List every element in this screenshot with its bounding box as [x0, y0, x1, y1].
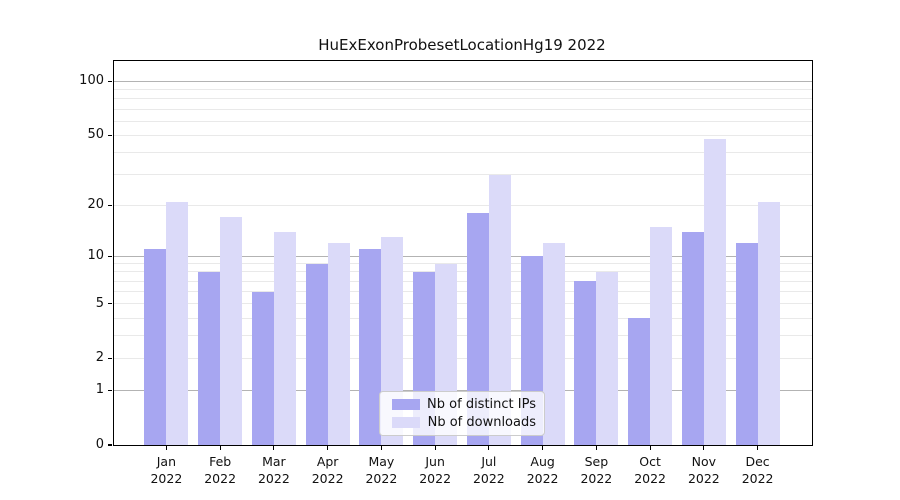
bar-ips-may	[359, 249, 382, 445]
gridline-minor	[114, 120, 812, 122]
y-tick-label: 1	[95, 382, 104, 398]
x-tick	[595, 446, 597, 450]
x-tick-label: Oct 2022	[634, 454, 666, 486]
gridline-minor	[114, 204, 812, 206]
x-tick	[703, 446, 705, 450]
y-tick	[107, 357, 112, 360]
legend: Nb of distinct IPs Nb of downloads	[379, 391, 545, 436]
x-tick-label: Jan 2022	[150, 454, 183, 486]
x-tick-label: Apr 2022	[311, 454, 344, 486]
y-tick-label: 2	[95, 350, 104, 366]
x-tick-label: Aug 2022	[526, 454, 559, 486]
x-tick	[380, 446, 382, 450]
bar-ips-jul	[466, 213, 489, 445]
gridline-minor	[114, 263, 812, 265]
gridline-minor	[114, 335, 812, 337]
gridline-minor	[114, 108, 812, 110]
bar-downloads-dec	[757, 201, 780, 445]
legend-label-distinct-ips: Nb of distinct IPs	[427, 397, 536, 412]
y-tick	[107, 80, 112, 83]
gridline-major	[114, 255, 812, 257]
bar-ips-apr	[305, 263, 328, 445]
x-tick-label: Feb 2022	[204, 454, 237, 486]
gridline-minor	[114, 89, 812, 91]
y-tick-label: 0	[95, 437, 104, 452]
gridline-minor	[114, 291, 812, 293]
gridline-minor	[114, 98, 812, 100]
x-tick	[219, 446, 221, 450]
gridline-major	[114, 80, 812, 82]
bar-downloads-mar	[273, 231, 296, 445]
gridline-minor	[114, 317, 812, 319]
bar-ips-nov	[681, 231, 704, 445]
y-tick-label: 5	[95, 295, 104, 311]
x-tick	[542, 446, 544, 450]
legend-swatch-distinct-ips	[392, 399, 420, 410]
x-tick-label: Mar 2022	[257, 454, 290, 486]
bar-downloads-feb	[220, 217, 243, 445]
legend-swatch-downloads	[392, 417, 420, 428]
bar-downloads-apr	[327, 243, 350, 445]
legend-row-downloads: Nb of downloads	[388, 415, 536, 430]
chart-title: HuExExonProbesetLocationHg19 2022	[318, 36, 606, 54]
x-tick-label: Dec 2022	[741, 454, 774, 486]
legend-label-downloads: Nb of downloads	[427, 415, 536, 430]
plot-area: 0 1 2 5 10 20 50 100 Jan 2022 Feb 2022 Mar 2022 Apr…	[79, 60, 813, 486]
y-tick-label: 20	[87, 197, 104, 213]
y-tick	[107, 389, 112, 391]
x-tick-label: May 2022	[365, 454, 398, 486]
bar-downloads-aug	[542, 243, 565, 445]
gridline-minor	[114, 303, 812, 305]
bar-layer	[114, 61, 812, 445]
bar-downloads-jan	[166, 201, 189, 445]
x-tick-label: Jul 2022	[472, 454, 505, 486]
bar-ips-mar	[251, 291, 274, 445]
gridline-minor	[114, 134, 812, 136]
x-tick	[756, 446, 759, 450]
y-tick	[107, 255, 112, 257]
x-tick	[649, 446, 651, 450]
bar-downloads-nov	[703, 138, 726, 445]
bar-ips-oct	[628, 318, 651, 445]
x-tick	[273, 446, 275, 450]
x-tick-label: Sep 2022	[580, 454, 613, 486]
x-tick-label: Nov 2022	[687, 454, 720, 486]
gridline-minor	[114, 357, 812, 359]
gridline-major	[114, 389, 812, 391]
bar-ips-sep	[574, 281, 597, 445]
gridline-minor	[114, 271, 812, 273]
grid-layer	[114, 61, 812, 445]
x-tick	[434, 446, 436, 450]
bar-downloads-oct	[650, 226, 673, 445]
gridline-minor	[114, 151, 812, 153]
gridline-minor	[114, 174, 812, 176]
y-tick-label: 100	[79, 73, 104, 89]
y-tick-label: 10	[87, 248, 104, 264]
bar-ips-dec	[735, 243, 758, 445]
legend-row-distinct-ips: Nb of distinct IPs	[388, 397, 536, 412]
x-tick	[165, 446, 167, 450]
x-tick	[488, 446, 490, 450]
bar-downloads-jul	[488, 174, 511, 445]
y-tick	[107, 134, 112, 136]
gridline-minor	[114, 280, 812, 282]
y-tick	[107, 444, 112, 446]
x-tick-label: Jun 2022	[419, 454, 452, 486]
y-tick-label: 50	[87, 127, 104, 143]
y-tick	[107, 303, 112, 305]
bar-downloads-sep	[596, 271, 619, 445]
y-tick	[107, 204, 112, 206]
x-tick	[327, 446, 329, 450]
bar-ips-feb	[198, 271, 221, 445]
bar-ips-jan	[144, 249, 167, 445]
